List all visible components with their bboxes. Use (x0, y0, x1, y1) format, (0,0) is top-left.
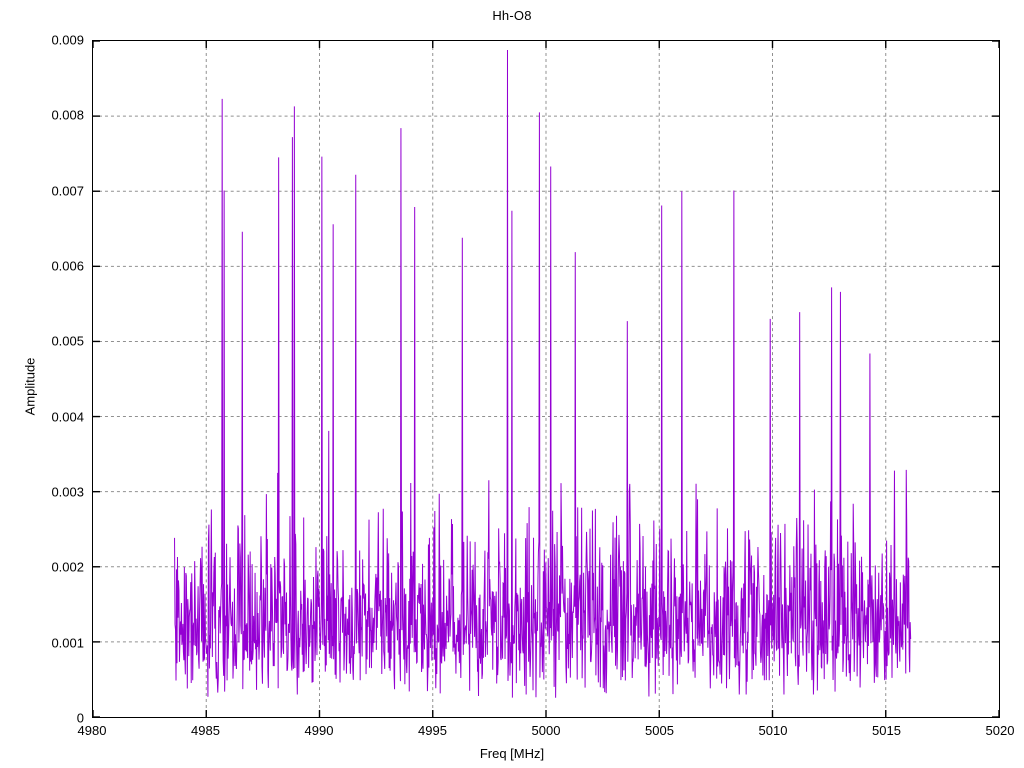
data-series-hh-o8 (93, 41, 999, 717)
y-tick-label: 0.002 (51, 559, 84, 575)
y-tick-label: 0.003 (51, 484, 84, 500)
x-tick-label: 5015 (872, 723, 901, 738)
axis-tick-marks (93, 41, 999, 717)
chart-title: Hh-O8 (492, 8, 532, 23)
x-axis-label: Freq [MHz] (479, 746, 545, 761)
y-tick-label: 0.004 (51, 409, 84, 425)
y-tick-label: 0.008 (51, 107, 84, 123)
y-tick-label: 0.006 (51, 258, 84, 274)
y-tick-label: 0.001 (51, 635, 84, 651)
y-tick-label: 0.007 (51, 183, 84, 199)
x-tick-label: 5000 (531, 723, 561, 738)
y-axis-label: Amplitude (22, 357, 38, 416)
plot-area (92, 40, 1000, 718)
y-tick-label: 0.005 (51, 333, 84, 349)
y-tick-label: 0.009 (51, 32, 84, 48)
x-tick-label: 5005 (645, 723, 674, 738)
x-tick-label: 5010 (758, 723, 788, 738)
x-tick-label: 4995 (418, 723, 447, 738)
x-tick-label: 4980 (77, 723, 107, 738)
x-tick-label: 4985 (191, 723, 220, 738)
y-tick-label: 0 (76, 710, 84, 726)
x-tick-label: 4990 (304, 723, 334, 738)
x-tick-label: 5020 (985, 723, 1015, 738)
